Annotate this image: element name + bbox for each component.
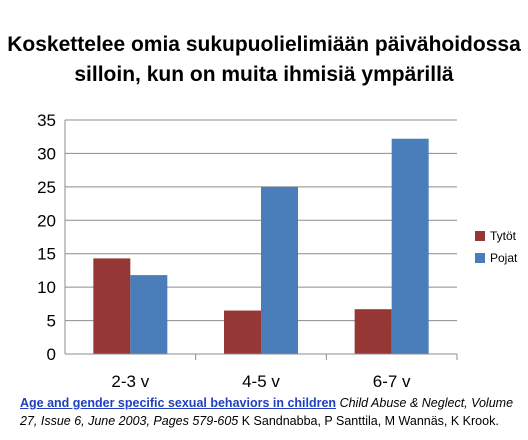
citation-authors: K Sandnabba, P Santtila, M Wannäs, K Kro…: [241, 414, 499, 428]
y-tick-label: 20: [37, 211, 56, 230]
legend-label-pojat: Pojat: [490, 251, 518, 265]
bar-tytöt-0: [93, 258, 131, 354]
y-tick-label: 35: [37, 111, 56, 130]
bar-tytöt-2: [354, 309, 392, 354]
bar-tytöt-1: [224, 310, 261, 354]
citation-journal: Child Abuse & Neglect, Volume 27, Issue …: [20, 396, 514, 428]
y-tick-label: 15: [37, 245, 56, 264]
citation-link[interactable]: Age and gender specific sexual behaviors…: [20, 396, 337, 410]
citation: Age and gender specific sexual behaviors…: [20, 394, 520, 430]
chart-title-line-1: Koskettelee omia sukupuolielimiään päivä…: [7, 33, 521, 56]
legend-label-tytöt: Tytöt: [490, 229, 517, 243]
chart-title-line-2: silloin, kun on muita ihmisiä ympärillä: [74, 63, 454, 86]
y-tick-label: 5: [47, 312, 56, 331]
bar-pojat-0: [130, 275, 168, 354]
legend-swatch-pojat: [475, 253, 485, 263]
y-tick-label: 30: [37, 144, 56, 163]
x-tick-label: 2-3 v: [111, 372, 149, 391]
bar-pojat-1: [261, 186, 298, 354]
legend-swatch-tytöt: [475, 231, 485, 241]
y-tick-label: 25: [37, 178, 56, 197]
chart-title: Koskettelee omia sukupuolielimiään päivä…: [0, 30, 528, 90]
x-tick-label: 4-5 v: [242, 372, 280, 391]
y-tick-label: 0: [47, 345, 56, 364]
bar-chart: 0 5 10 15 20 25 30 35 2-3 v 4-5 v 6-7 v Tytöt Pojat: [37, 111, 518, 391]
x-tick-label: 6-7 v: [373, 372, 411, 391]
y-tick-label: 10: [37, 278, 56, 297]
bar-pojat-2: [391, 138, 429, 354]
